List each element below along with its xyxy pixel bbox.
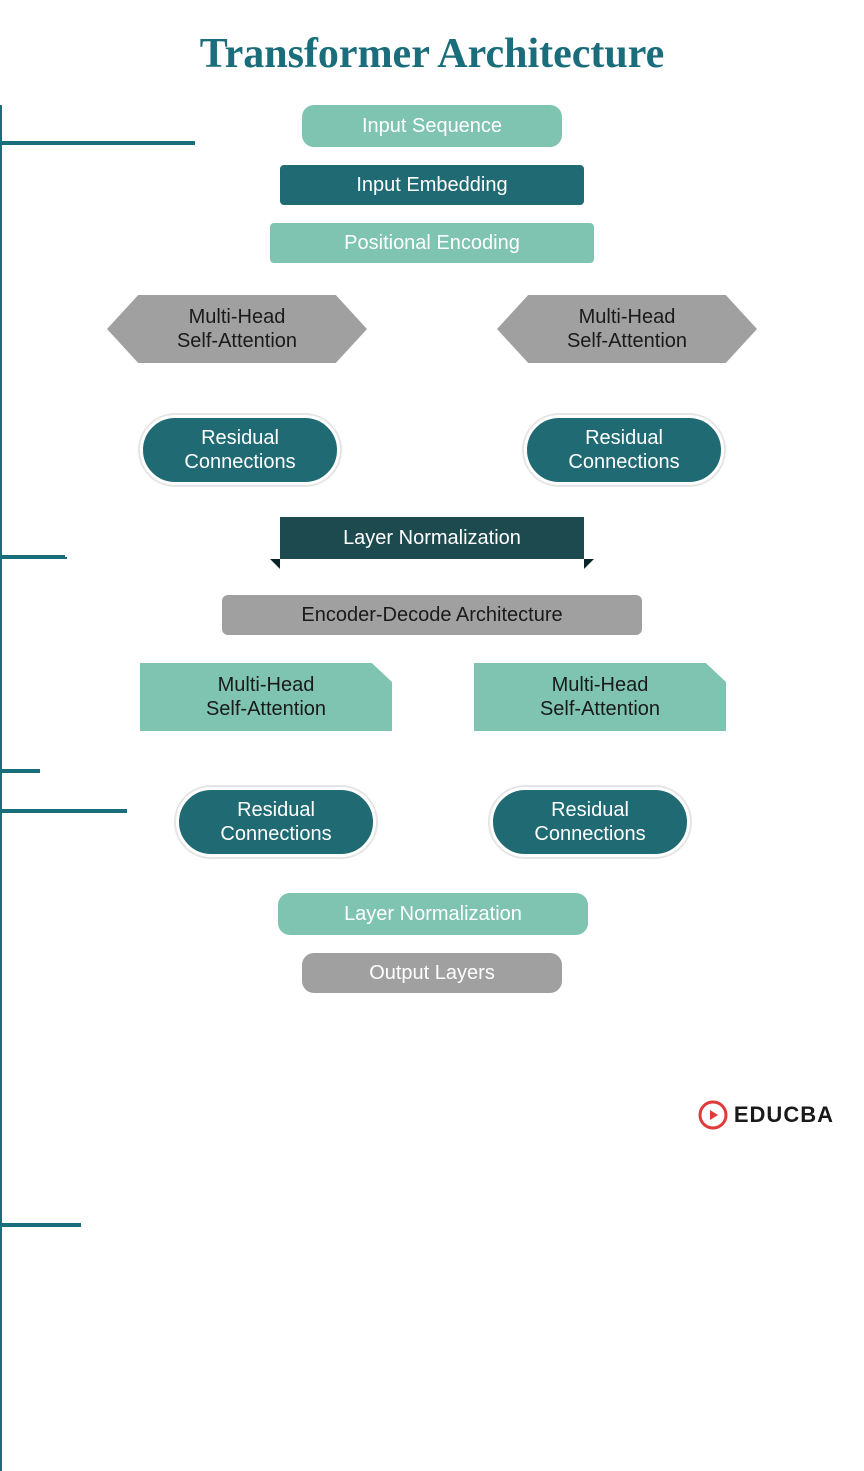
node-label: Input Sequence — [362, 114, 502, 138]
connector-line — [0, 1339, 864, 1395]
node-label: Residual Connections — [534, 798, 645, 846]
connector-line — [0, 716, 864, 769]
node-label: Output Layers — [369, 961, 495, 985]
node-residual-left-2: Residual Connections — [176, 787, 376, 857]
node-label: Multi-Head Self-Attention — [177, 305, 297, 353]
flowchart-diagram: Input Sequence Input Embedding Positiona… — [0, 105, 864, 1105]
node-label: Multi-Head Self-Attention — [567, 305, 687, 353]
connector-line — [0, 663, 864, 716]
connector-line — [0, 773, 864, 809]
connector-line — [0, 1227, 864, 1283]
node-output-layers: Output Layers — [302, 953, 562, 993]
node-label: Layer Normalization — [343, 526, 521, 550]
brand-name: EDUCBA — [734, 1102, 834, 1128]
connector-line — [0, 1395, 864, 1451]
connector-line — [0, 1283, 864, 1339]
node-label: Residual Connections — [184, 426, 295, 474]
node-layer-norm-1: Layer Normalization — [280, 517, 584, 559]
node-label: Multi-Head Self-Attention — [540, 673, 660, 721]
node-label: Layer Normalization — [344, 902, 522, 926]
node-label: Residual Connections — [220, 798, 331, 846]
node-label: Positional Encoding — [344, 231, 520, 255]
page-title: Transformer Architecture — [0, 0, 864, 78]
node-mhsa-right-2: Multi-Head Self-Attention — [474, 663, 726, 731]
node-mhsa-right-1: Multi-Head Self-Attention — [497, 295, 757, 363]
node-label: Encoder-Decode Architecture — [301, 603, 562, 627]
brand-logo: EDUCBA — [698, 1100, 834, 1130]
node-layer-norm-2: Layer Normalization — [278, 893, 588, 935]
node-mhsa-left-2: Multi-Head Self-Attention — [140, 663, 392, 731]
node-residual-right-2: Residual Connections — [490, 787, 690, 857]
node-positional-encoding: Positional Encoding — [270, 223, 594, 263]
node-input-embedding: Input Embedding — [280, 165, 584, 205]
node-residual-right-1: Residual Connections — [524, 415, 724, 485]
node-label: Multi-Head Self-Attention — [206, 673, 326, 721]
play-icon — [698, 1100, 728, 1130]
node-label: Residual Connections — [568, 426, 679, 474]
node-label: Input Embedding — [356, 173, 507, 197]
node-residual-left-1: Residual Connections — [140, 415, 340, 485]
node-input-sequence: Input Sequence — [302, 105, 562, 147]
node-mhsa-left-1: Multi-Head Self-Attention — [107, 295, 367, 363]
connector-line — [0, 1453, 864, 1471]
node-encoder-decoder: Encoder-Decode Architecture — [222, 595, 642, 635]
